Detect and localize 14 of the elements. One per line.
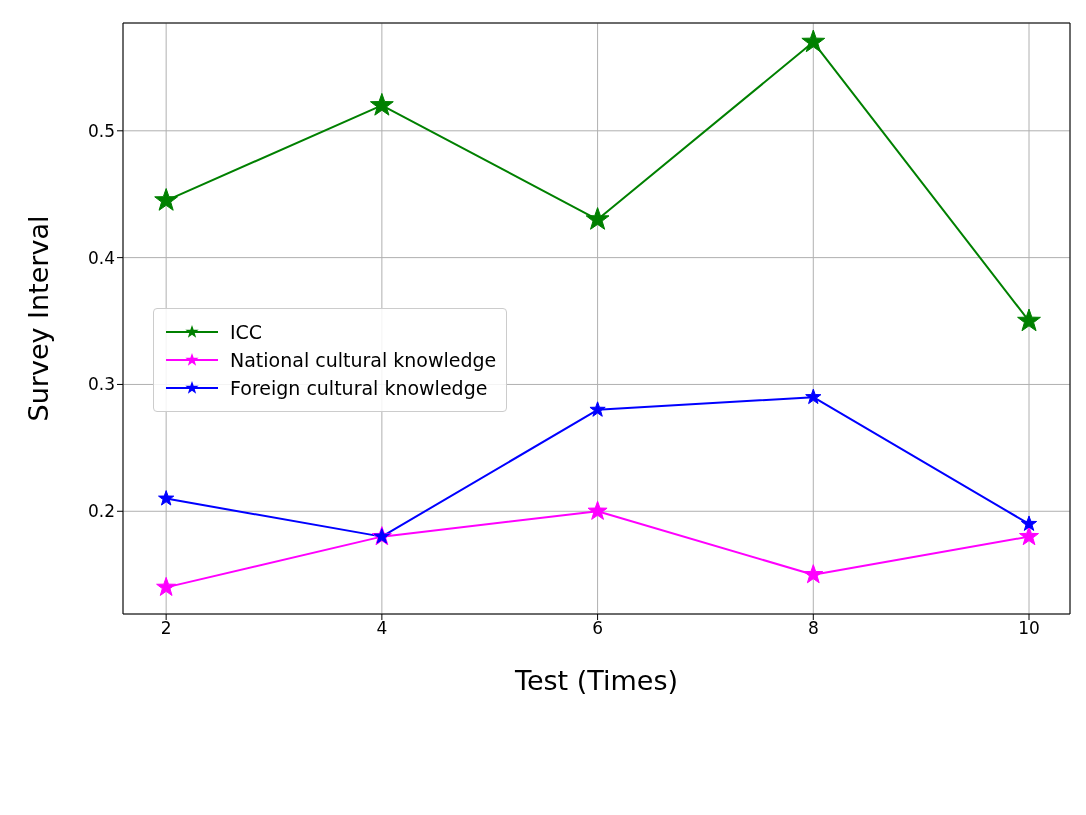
x-tick-label: 6: [592, 618, 603, 639]
y-tick-label: 0.5: [87, 120, 115, 141]
x-tick-label: 10: [1018, 618, 1040, 639]
y-tick-label: 0.3: [87, 374, 115, 395]
y-tick-label: 0.4: [87, 247, 115, 268]
y-axis-title: Survey Interval: [22, 215, 54, 422]
legend-label: Foreign cultural knowledge: [230, 377, 488, 399]
x-tick-label: 4: [376, 618, 388, 639]
legend-label: National cultural knowledge: [230, 349, 497, 371]
x-tick-label: 2: [160, 618, 172, 639]
legend-label: ICC: [230, 321, 263, 343]
x-axis-title: Test (Times): [514, 665, 678, 696]
y-tick-label: 0.2: [87, 501, 115, 522]
x-tick-label: 8: [807, 618, 819, 639]
